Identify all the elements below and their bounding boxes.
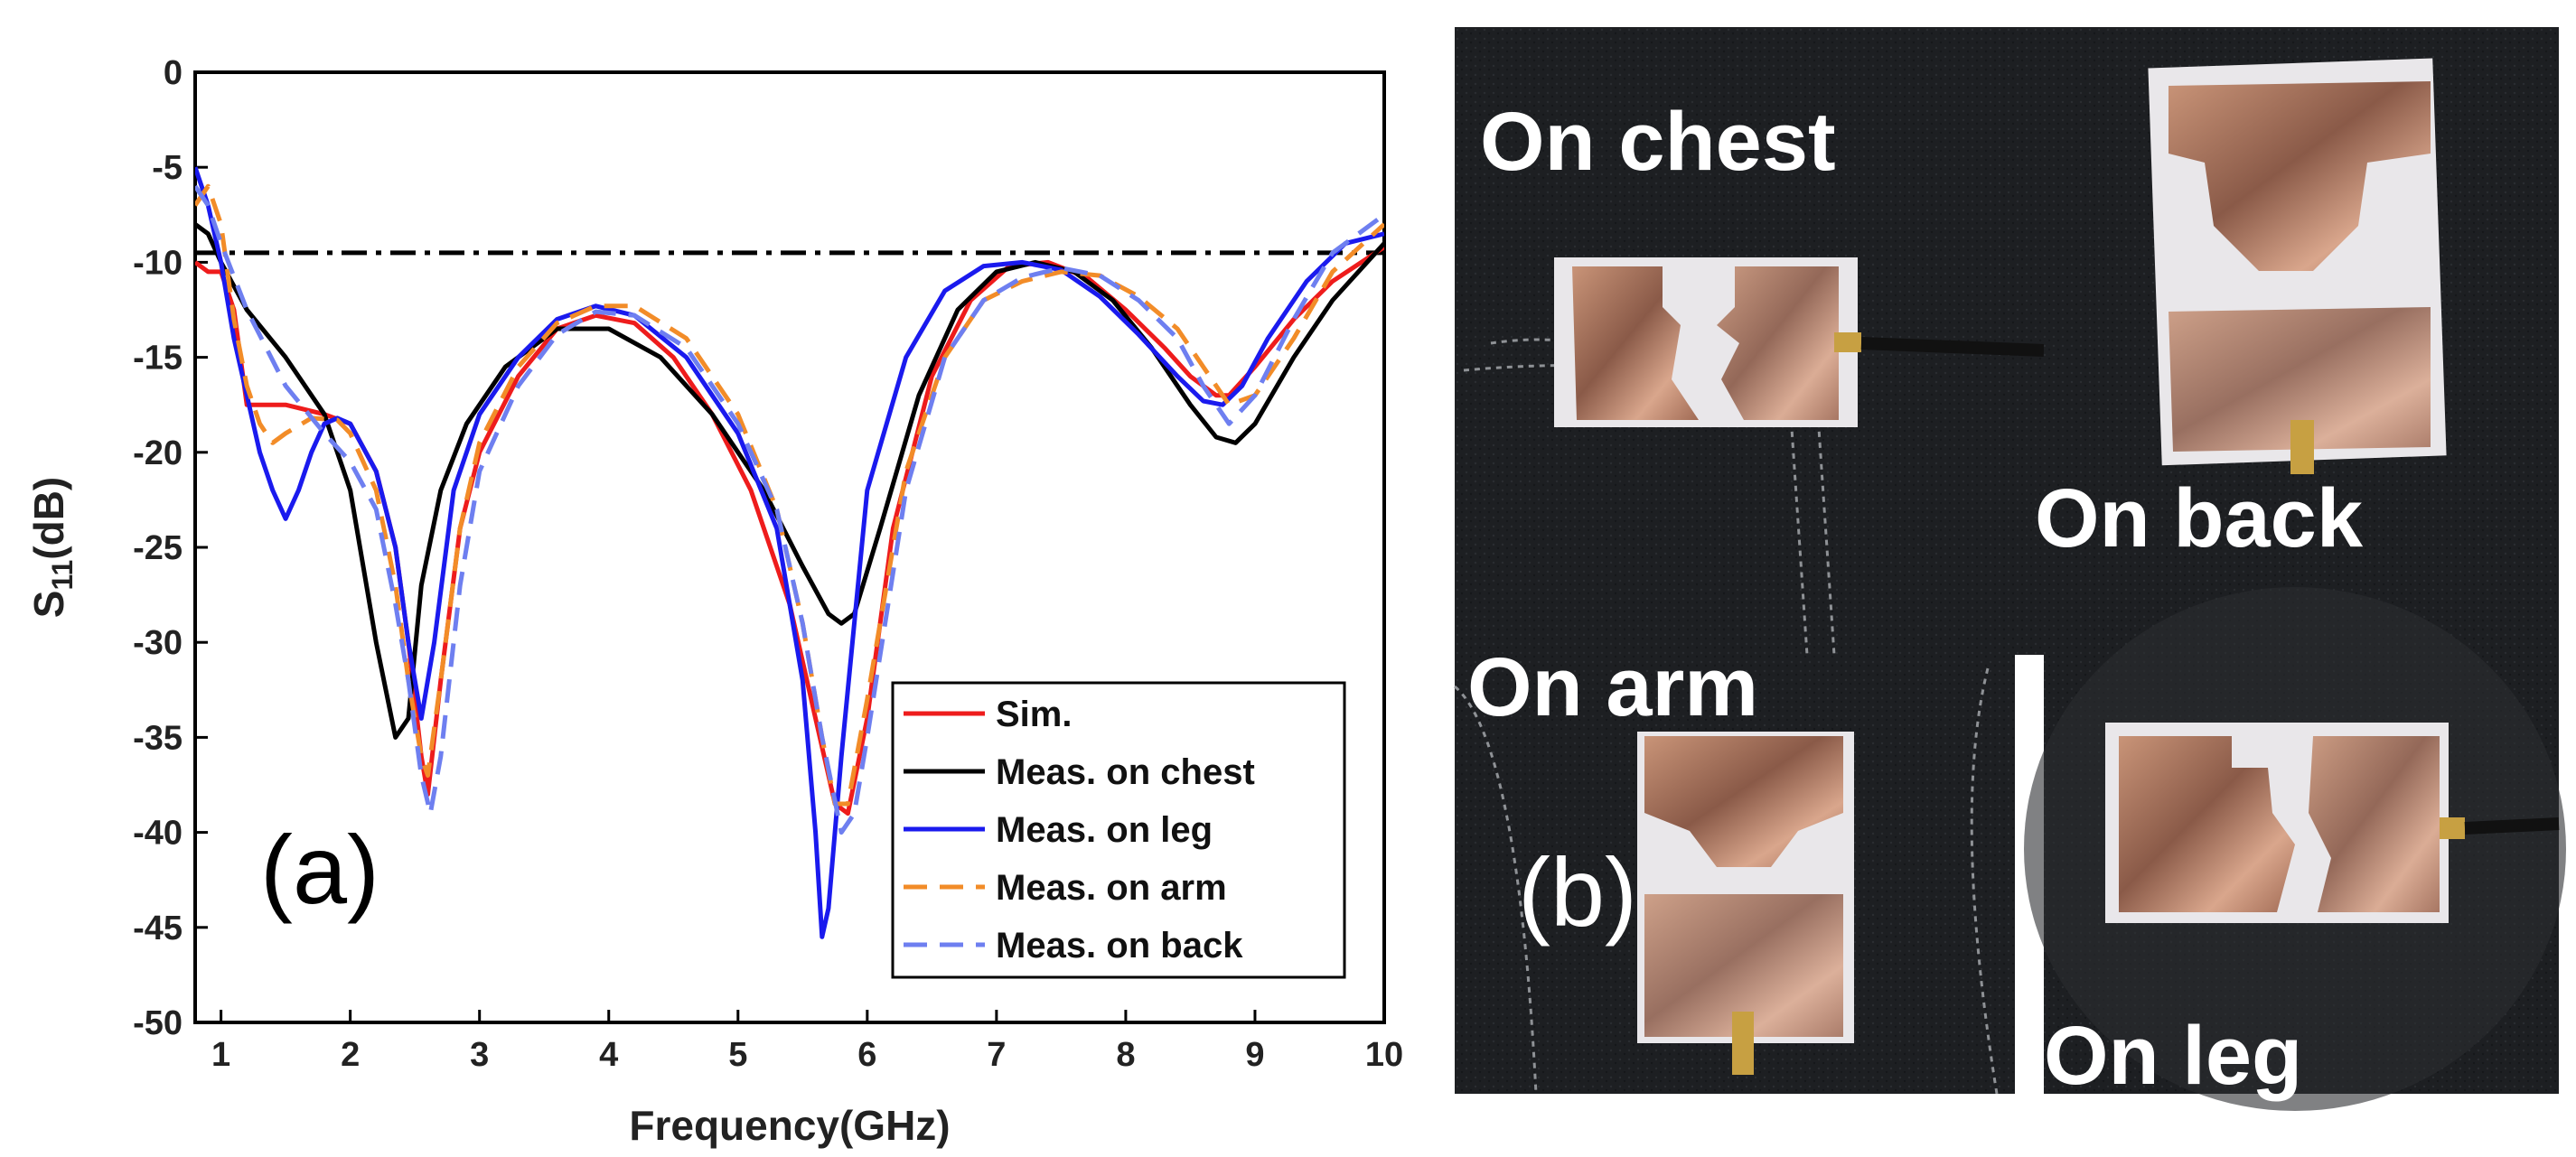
panel-b-label: (b) <box>1518 837 1637 947</box>
x-axis-ticks: 1 2 3 4 5 6 7 8 9 10 <box>211 1010 1403 1074</box>
photo-panel: On chest On back On arm (b) <box>1454 27 2566 1111</box>
panel-a-label: (a) <box>260 815 379 924</box>
legend-box <box>891 681 1346 979</box>
x-tick-label: 4 <box>599 1036 618 1074</box>
y-axis-title: S11(dB) <box>25 477 79 618</box>
series-line-back <box>195 184 1384 835</box>
x-tick-label: 2 <box>341 1036 360 1074</box>
y-tick-label: -35 <box>133 719 183 757</box>
photo-on-chest: On chest <box>1455 27 2045 656</box>
x-tick-label: 3 <box>470 1036 489 1074</box>
y-tick-label: -45 <box>133 910 183 947</box>
legend-label-sim: Sim. <box>996 695 1072 734</box>
y-tick-label: 0 <box>164 54 183 92</box>
photo-on-back: On back <box>2035 27 2559 565</box>
y-axis-ticks: 0 -5 -10 -15 -20 -25 -30 -35 -40 -45 -50 <box>133 54 208 1042</box>
legend-label-leg: Meas. on leg <box>996 810 1213 850</box>
y-tick-label: -50 <box>133 1004 183 1042</box>
x-tick-label: 7 <box>987 1036 1006 1074</box>
x-tick-label: 8 <box>1116 1036 1135 1074</box>
x-tick-label: 9 <box>1245 1036 1264 1074</box>
x-tick-label: 10 <box>1365 1036 1403 1074</box>
y-tick-label: -40 <box>133 815 183 853</box>
legend-label-chest: Meas. on chest <box>996 752 1255 792</box>
photo-label-leg: On leg <box>2044 1010 2302 1102</box>
y-axis-title-main: S <box>25 591 72 619</box>
legend-label-arm: Meas. on arm <box>996 868 1227 908</box>
y-tick-label: -20 <box>133 434 183 472</box>
legend: Sim. Meas. on chest Meas. on leg Meas. on a… <box>891 681 1346 979</box>
photo-label-arm: On arm <box>1467 641 1758 733</box>
y-tick-label: -25 <box>133 529 183 567</box>
x-tick-label: 6 <box>857 1036 876 1074</box>
y-axis-title-unit: (dB) <box>25 477 72 560</box>
photo-label-back: On back <box>2035 472 2364 565</box>
photo-on-leg: On leg <box>2024 551 2566 1111</box>
y-tick-label: -15 <box>133 340 183 378</box>
y-tick-label: -30 <box>133 624 183 662</box>
series-line-arm <box>195 183 1384 807</box>
photo-on-arm: On arm (b) <box>1454 641 2015 1095</box>
y-tick-label: -5 <box>152 149 183 187</box>
x-tick-label: 5 <box>728 1036 747 1074</box>
legend-label-back: Meas. on back <box>996 926 1243 966</box>
s11-chart: 0 -5 -10 -15 -20 -25 -30 -35 -40 -45 -50 1 2 3 4 5 6 7 8 9… <box>25 54 1403 1149</box>
y-tick-label: -10 <box>133 244 183 282</box>
series-lines <box>195 166 1384 939</box>
x-axis-title: Frequency(GHz) <box>629 1102 950 1149</box>
photo-label-chest: On chest <box>1480 96 1836 188</box>
y-axis-title-sub: 11 <box>46 560 79 591</box>
x-tick-label: 1 <box>211 1036 230 1074</box>
series-line-leg <box>195 166 1384 939</box>
